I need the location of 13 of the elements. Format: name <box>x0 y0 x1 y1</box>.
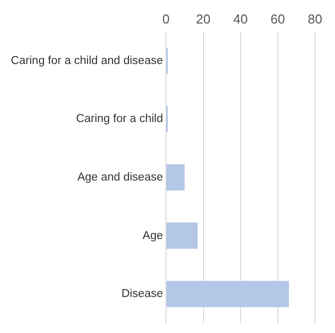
x-tick-label: 0 <box>162 11 170 26</box>
x-tick-label: 40 <box>233 11 248 26</box>
y-tick-label: Caring for a child <box>76 113 163 126</box>
bar <box>166 280 289 308</box>
y-tick-label: Caring for a child and disease <box>10 54 163 67</box>
x-tick-label: 60 <box>270 11 285 26</box>
y-tick-label: Disease <box>121 288 163 300</box>
x-tick-label: 80 <box>308 11 322 26</box>
y-tick-label: Age and disease <box>77 172 163 184</box>
y-tick-label: Age <box>142 230 163 242</box>
x-tick-label: 20 <box>196 11 210 26</box>
bar <box>166 164 185 190</box>
bar <box>166 222 198 249</box>
